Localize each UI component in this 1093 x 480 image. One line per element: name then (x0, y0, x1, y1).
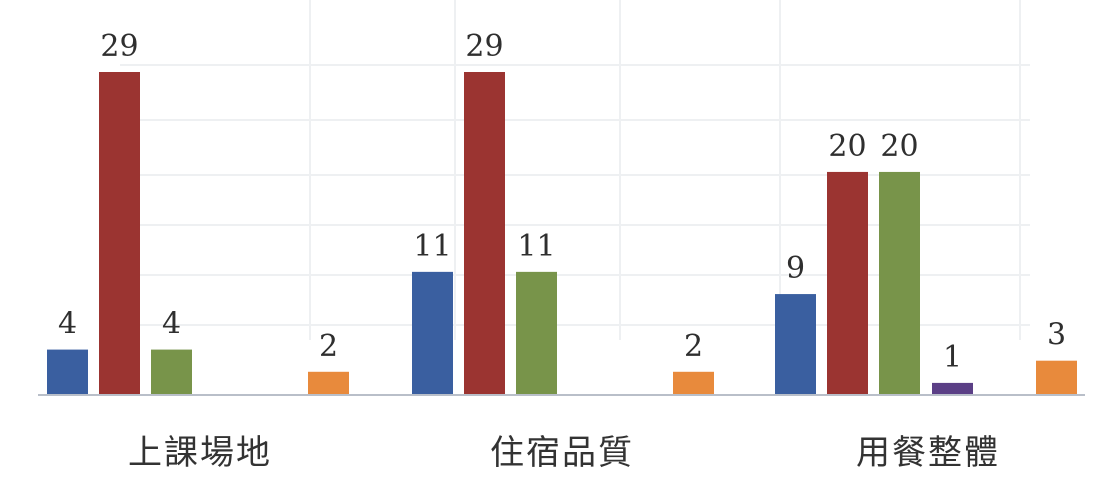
value-label-2-0: 9 (786, 251, 805, 286)
value-label-2-4: 3 (1047, 318, 1066, 353)
category-label-2: 用餐整體 (856, 433, 1000, 473)
bar-2-4 (1036, 360, 1077, 394)
bar-1-2 (516, 271, 557, 394)
bar-2-0 (775, 294, 816, 394)
value-label-0-0: 4 (58, 307, 77, 342)
bars-group (47, 72, 1077, 394)
value-label-1-1: 29 (465, 29, 503, 64)
category-label-0: 上課場地 (128, 433, 272, 473)
value-label-1-0: 11 (413, 229, 451, 264)
bar-0-1 (99, 72, 140, 394)
bar-2-3 (932, 382, 973, 394)
bar-1-1 (464, 72, 505, 394)
bar-1-4 (673, 371, 714, 394)
value-label-2-1: 20 (828, 129, 866, 164)
bar-2-2 (879, 171, 920, 394)
value-label-2-3: 1 (943, 340, 962, 375)
value-label-0-4: 2 (319, 329, 338, 364)
bar-0-2 (151, 349, 192, 394)
category-label-1: 住宿品質 (490, 433, 634, 473)
category-labels-group: 上課場地 住宿品質 用餐整體 (128, 433, 1000, 473)
bar-0-0 (47, 349, 88, 394)
bar-2-1 (827, 171, 868, 394)
value-label-0-1: 29 (100, 29, 138, 64)
bar-1-0 (412, 271, 453, 394)
value-label-2-2: 20 (880, 129, 918, 164)
value-label-1-2: 11 (517, 229, 555, 264)
value-label-1-4: 2 (684, 329, 703, 364)
value-label-0-2: 4 (162, 307, 181, 342)
bar-0-4 (308, 371, 349, 394)
